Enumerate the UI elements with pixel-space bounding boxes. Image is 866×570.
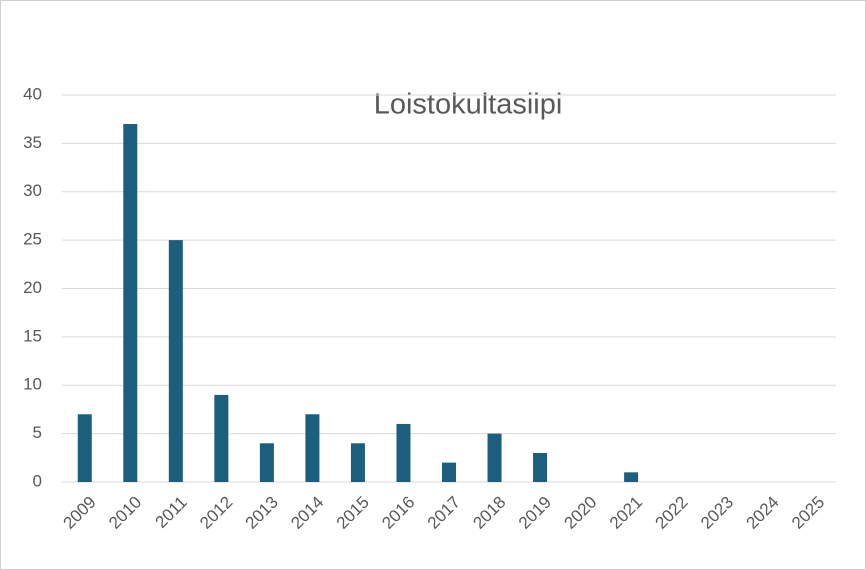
- bar: [77, 414, 92, 482]
- bar: [350, 443, 365, 482]
- bar: [396, 423, 411, 482]
- bar: [487, 433, 502, 482]
- chart-title: Loistokultasiipi: [374, 89, 563, 121]
- bar: [168, 240, 183, 482]
- y-tick-label: 5: [33, 423, 42, 442]
- y-tick-label: 15: [23, 326, 42, 345]
- bar: [259, 443, 274, 482]
- y-tick-label: 30: [23, 181, 42, 200]
- y-tick-label: 25: [23, 230, 42, 249]
- bar: [214, 394, 229, 482]
- y-tick-label: 0: [33, 471, 42, 490]
- y-tick-label: 35: [23, 133, 42, 152]
- bar: [305, 414, 320, 482]
- bar: [533, 452, 548, 482]
- bar: [442, 462, 456, 482]
- y-tick-label: 20: [23, 278, 42, 297]
- bar: [123, 124, 138, 483]
- y-tick-label: 10: [23, 375, 42, 394]
- bar: [624, 472, 639, 482]
- y-tick-label: 40: [23, 84, 42, 103]
